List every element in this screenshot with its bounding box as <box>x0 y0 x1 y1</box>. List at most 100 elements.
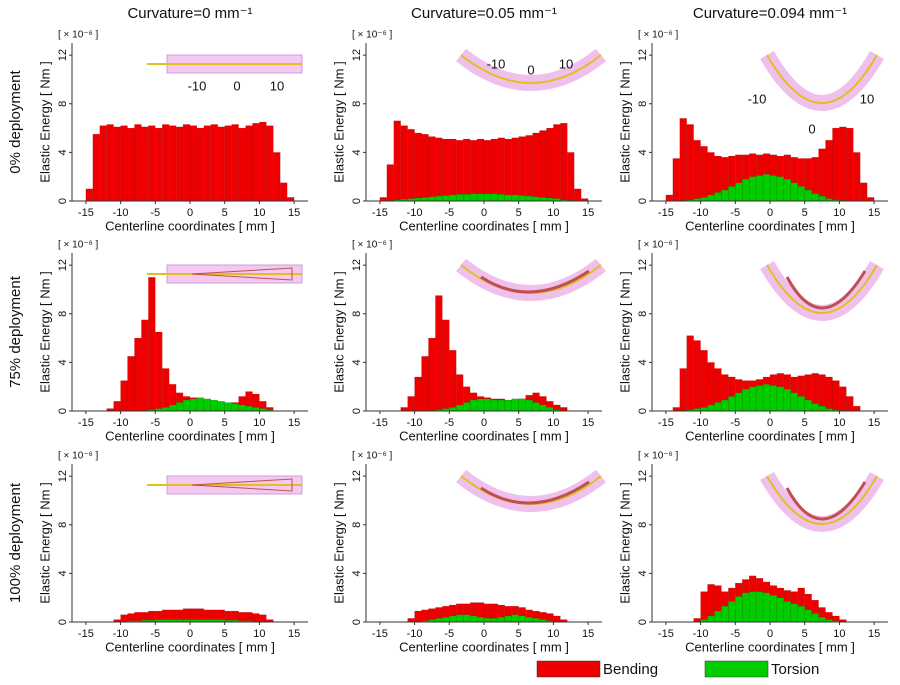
bar <box>252 407 260 412</box>
bar <box>245 125 253 202</box>
bar <box>853 405 861 412</box>
x-tick-label: 0 <box>187 417 193 429</box>
bar <box>155 127 163 202</box>
y-tick-label: 4 <box>57 359 69 365</box>
bar <box>210 399 218 412</box>
bar <box>259 121 267 202</box>
y-unit: [ × 10⁻⁶ ] <box>58 451 98 462</box>
bar <box>428 136 436 202</box>
y-unit: [ × 10⁻⁶ ] <box>638 240 678 251</box>
bar <box>134 124 142 202</box>
y-tick-label: 0 <box>351 408 363 414</box>
bar <box>755 175 764 202</box>
x-axis-label: Centerline coordinates [ mm ] <box>105 218 275 233</box>
y-axis-label: Elastic Energy [ Nm ] <box>331 61 346 182</box>
bar <box>700 146 708 202</box>
bar <box>707 362 715 412</box>
bar <box>539 197 547 202</box>
bar <box>162 368 170 412</box>
y-tick-label: 4 <box>351 359 363 365</box>
y-tick-label: 12 <box>637 470 649 482</box>
bar <box>783 601 792 623</box>
bar <box>189 398 198 412</box>
y-axis-label: Elastic Energy [ Nm ] <box>331 482 346 603</box>
x-tick-label: 10 <box>253 417 265 429</box>
y-unit: [ × 10⁻⁶ ] <box>352 451 392 462</box>
y-tick-label: 0 <box>57 198 69 204</box>
bar <box>469 399 478 412</box>
bar <box>539 404 547 412</box>
x-tick-label: 15 <box>288 207 300 219</box>
inset-wire <box>766 264 878 314</box>
bar <box>693 140 701 202</box>
bar <box>525 195 533 202</box>
x-tick-label: 5 <box>516 628 522 640</box>
bar <box>762 174 771 202</box>
bar <box>196 127 205 202</box>
y-tick-label: 12 <box>57 259 69 271</box>
bar <box>280 182 288 202</box>
bar <box>797 396 805 412</box>
bar <box>175 126 184 202</box>
x-tick-label: 0 <box>767 628 773 640</box>
x-tick-label: -15 <box>658 628 674 640</box>
bar <box>714 610 722 623</box>
bar <box>456 140 464 202</box>
bar <box>462 194 471 202</box>
bar <box>141 319 149 412</box>
x-tick-label: -10 <box>693 207 709 219</box>
y-tick-label: 4 <box>637 359 649 365</box>
inset-label: 0 <box>808 121 815 136</box>
bar <box>825 140 833 202</box>
panel: 0 4 8 12 -15 -10 -5 0 5 10 15 Centerline coordinate… <box>617 240 888 443</box>
bar <box>693 618 701 623</box>
y-axis-label: Elastic Energy [ Nm ] <box>331 271 346 392</box>
x-tick-label: -10 <box>693 628 709 640</box>
bar <box>707 404 715 412</box>
bar <box>804 399 812 412</box>
bar <box>259 614 267 623</box>
bar <box>456 404 464 412</box>
x-tick-label: 15 <box>582 628 594 640</box>
bar <box>511 614 519 623</box>
bar <box>120 125 128 202</box>
y-axis-label: Elastic Energy [ Nm ] <box>617 271 632 392</box>
x-tick-label: -5 <box>150 207 160 219</box>
y-tick-label: 8 <box>637 522 649 528</box>
y-unit: [ × 10⁻⁶ ] <box>638 30 678 41</box>
y-tick-label: 8 <box>351 311 363 317</box>
bar <box>134 337 142 412</box>
bar <box>162 124 170 202</box>
bar <box>525 616 533 623</box>
bar <box>421 356 429 412</box>
bar <box>386 164 394 202</box>
bar <box>217 126 225 202</box>
bar <box>286 197 295 202</box>
bar <box>421 609 429 623</box>
bar <box>546 407 554 412</box>
bar <box>818 405 826 412</box>
bar <box>196 397 205 412</box>
bar <box>483 618 492 623</box>
bar <box>700 407 708 412</box>
bar <box>693 340 701 412</box>
y-unit: [ × 10⁻⁶ ] <box>58 30 98 41</box>
panel: 0 4 8 12 -15 -10 -5 0 5 10 15 Centerline coordinate… <box>617 5 888 233</box>
bar <box>742 388 750 412</box>
bar <box>435 618 443 623</box>
bar <box>162 407 170 412</box>
x-tick-label: 15 <box>868 417 880 429</box>
bar <box>707 194 715 202</box>
bar <box>141 126 149 202</box>
x-axis-label: Centerline coordinates [ mm ] <box>105 639 275 654</box>
bar <box>504 138 512 202</box>
bar <box>483 398 492 412</box>
x-tick-label: 15 <box>288 628 300 640</box>
bar <box>224 125 232 202</box>
y-tick-label: 0 <box>637 619 649 625</box>
y-tick-label: 8 <box>351 522 363 528</box>
bar <box>127 127 135 202</box>
panel: 0 4 8 12 -15 -10 -5 0 5 10 15 Centerline coordinate… <box>331 451 606 654</box>
bar <box>469 193 478 202</box>
